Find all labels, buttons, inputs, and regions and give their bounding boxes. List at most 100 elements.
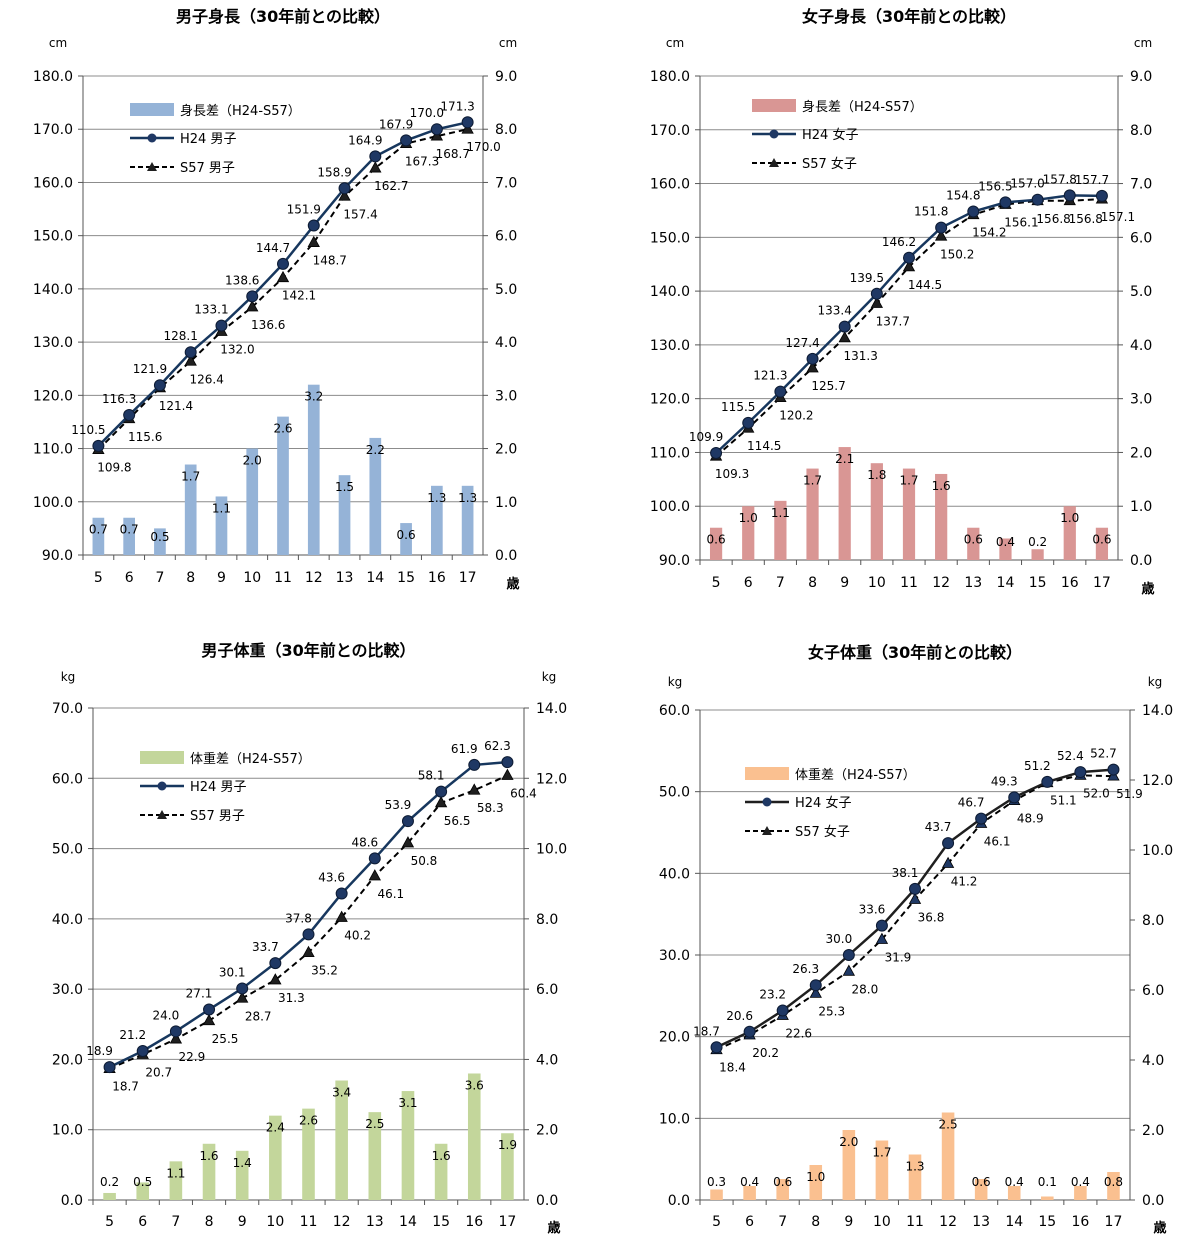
x-tick-label: 5 xyxy=(94,570,103,586)
s57-point xyxy=(369,161,382,173)
x-tick-label: 8 xyxy=(186,570,195,586)
x-tick-label: 11 xyxy=(906,1214,924,1230)
s57-point xyxy=(806,361,819,373)
bar-data-label: 0.2 xyxy=(1028,535,1047,549)
h24-point xyxy=(103,1061,116,1074)
h24-data-label: 144.7 xyxy=(256,241,290,255)
h24-data-label: 38.1 xyxy=(892,866,919,880)
right-axis-unit: cm xyxy=(1134,36,1152,50)
s57-point xyxy=(501,768,514,780)
h24-data-label: 23.2 xyxy=(759,988,786,1002)
x-tick-label: 15 xyxy=(432,1214,450,1230)
s57-data-label: 168.7 xyxy=(436,147,470,161)
right-tick-label: 9.0 xyxy=(1130,69,1152,85)
chart-svg: 男子体重（30年前との比較）kg kg0.010.020.030.040.050.… xyxy=(52,641,567,1236)
left-tick-label: 140.0 xyxy=(650,284,690,300)
chart-svg: 女子体重（30年前との比較）kg kg0.010.020.030.040.050.… xyxy=(659,643,1173,1236)
legend-bar-swatch xyxy=(745,767,789,780)
s57-point xyxy=(941,856,955,868)
x-tick-label: 5 xyxy=(105,1214,114,1230)
h24-point xyxy=(975,812,988,825)
bar-data-label: 0.6 xyxy=(707,533,726,547)
bar xyxy=(806,468,819,560)
h24-data-label: 116.3 xyxy=(102,392,136,406)
h24-point xyxy=(335,887,348,900)
right-tick-label: 4.0 xyxy=(495,335,517,351)
x-tick-label: 9 xyxy=(844,1214,853,1230)
s57-data-label: 18.4 xyxy=(719,1061,746,1075)
h24-data-label: 164.9 xyxy=(348,133,382,147)
h24-data-label: 26.3 xyxy=(792,962,819,976)
h24-point xyxy=(1095,189,1108,202)
bar xyxy=(246,448,259,555)
h24-point xyxy=(269,957,282,970)
h24-point xyxy=(903,251,915,264)
bar-data-label: 1.7 xyxy=(181,470,200,484)
s57-data-label: 60.4 xyxy=(510,786,537,800)
x-tick-label: 12 xyxy=(333,1214,351,1230)
s57-data-label: 22.9 xyxy=(179,1050,206,1064)
bar-data-label: 0.8 xyxy=(1104,1175,1123,1189)
right-tick-label: 8.0 xyxy=(1130,123,1152,139)
bar-data-label: 0.4 xyxy=(740,1175,759,1189)
bar-data-label: 1.1 xyxy=(771,506,790,520)
legend-h24-label: H24 男子 xyxy=(180,132,236,147)
bar-data-label: 0.6 xyxy=(773,1175,792,1189)
h24-point xyxy=(236,982,249,995)
left-tick-label: 90.0 xyxy=(659,553,690,569)
s57-point xyxy=(468,783,481,795)
bar xyxy=(169,1161,183,1200)
bar xyxy=(401,1091,415,1200)
bar xyxy=(434,1143,448,1200)
bar-data-label: 0.7 xyxy=(89,523,108,537)
s57-point xyxy=(870,296,884,308)
bar xyxy=(123,517,135,555)
h24-data-label: 157.8 xyxy=(1043,172,1077,186)
bar-data-label: 1.0 xyxy=(1060,511,1079,525)
bar-data-label: 2.0 xyxy=(839,1135,858,1149)
s57-data-label: 20.2 xyxy=(752,1046,779,1060)
s57-data-label: 20.7 xyxy=(145,1066,172,1080)
s57-data-label: 25.3 xyxy=(818,1004,845,1018)
x-tick-label: 8 xyxy=(205,1214,214,1230)
bar-data-label: 1.1 xyxy=(212,501,231,515)
h24-data-label: 37.8 xyxy=(285,911,312,925)
bar-data-label: 0.3 xyxy=(707,1175,726,1189)
h24-point xyxy=(710,446,723,459)
x-tick-label: 13 xyxy=(336,570,354,586)
x-tick-label: 11 xyxy=(274,570,292,586)
legend-s57-marker xyxy=(762,826,772,835)
right-tick-label: 4.0 xyxy=(1130,338,1152,354)
bar xyxy=(338,475,351,555)
left-tick-label: 100.0 xyxy=(33,495,73,511)
left-tick-label: 150.0 xyxy=(33,229,73,245)
s57-data-label: 154.2 xyxy=(972,226,1006,240)
x-tick-label: 11 xyxy=(900,575,918,591)
bar xyxy=(1107,1172,1120,1200)
legend-s57-label: S57 男子 xyxy=(180,161,235,176)
s57-data-label: 109.3 xyxy=(715,467,749,481)
bar-data-label: 2.5 xyxy=(939,1118,958,1132)
h24-point xyxy=(136,1044,149,1057)
left-tick-label: 130.0 xyxy=(33,335,73,351)
s57-data-label: 156.8 xyxy=(1036,212,1070,226)
bar-data-label: 3.4 xyxy=(332,1086,351,1100)
h24-point xyxy=(742,416,755,429)
h24-point xyxy=(302,928,315,941)
h24-data-label: 33.7 xyxy=(252,940,279,954)
x-tick-label: 7 xyxy=(778,1214,787,1230)
bar-data-label: 0.2 xyxy=(100,1175,119,1189)
right-tick-label: 6.0 xyxy=(536,982,558,998)
bar xyxy=(235,1150,249,1200)
s57-data-label: 36.8 xyxy=(918,910,945,924)
bar xyxy=(501,1133,514,1200)
right-tick-label: 2.0 xyxy=(1142,1123,1164,1139)
bar-data-label: 1.7 xyxy=(872,1146,891,1160)
bar xyxy=(184,464,197,555)
bar xyxy=(967,527,980,560)
h24-point xyxy=(710,1041,723,1054)
s57-data-label: 31.3 xyxy=(278,991,305,1005)
x-tick-label: 6 xyxy=(744,575,753,591)
bar-data-label: 0.6 xyxy=(972,1175,991,1189)
h24-point xyxy=(215,319,228,332)
